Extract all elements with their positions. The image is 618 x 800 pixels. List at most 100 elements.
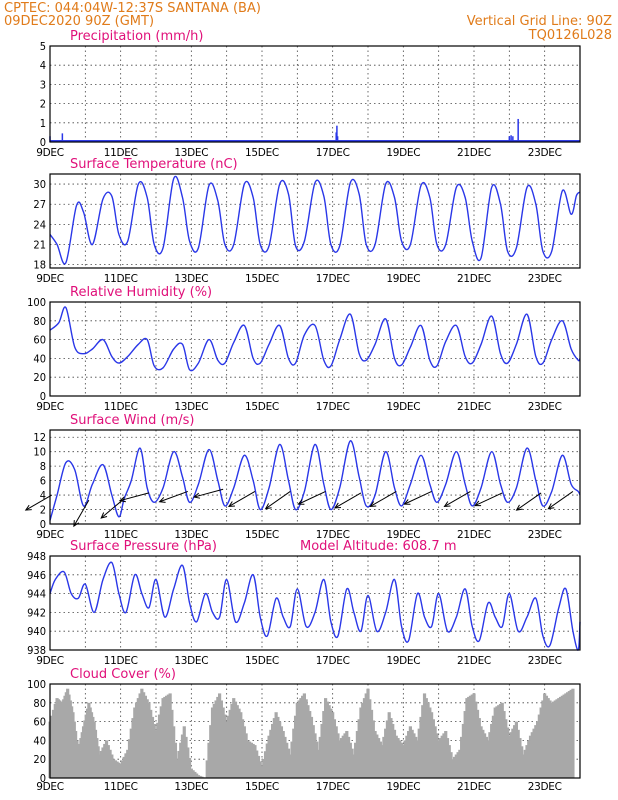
bar-mark [350, 748, 354, 778]
bar-mark [325, 701, 329, 778]
bar-mark [248, 741, 252, 778]
y-tick-label: 4 [40, 489, 46, 502]
x-tick-label: 11DEC [104, 147, 138, 159]
bar-mark [147, 702, 151, 778]
bar-mark [475, 709, 480, 778]
surface-temperature-panel: 18 21 24 27 30 9DEC 11DEC 13DEC 15DEC 17DEC 19DEC 2… [33, 157, 581, 285]
bar-mark [265, 743, 269, 778]
wind-arrow [118, 492, 150, 503]
bar-mark [299, 698, 303, 778]
bar-mark [417, 728, 421, 778]
bar-mark [205, 760, 209, 778]
x-tick-label: 9DEC [36, 401, 64, 413]
bar-mark [104, 740, 109, 778]
wind-arrow-shaft [265, 491, 291, 510]
y-tick-label: 18 [33, 259, 46, 272]
y-tick-label: 940 [27, 625, 46, 638]
bar-mark [362, 698, 367, 778]
bar-mark [415, 740, 420, 778]
bar-mark [207, 742, 211, 778]
bar-mark [550, 702, 554, 778]
y-tick-label: 0 [40, 136, 46, 149]
bar-mark [562, 694, 566, 778]
bar-mark [504, 719, 508, 778]
bar-mark [103, 743, 107, 778]
bar-mark [278, 721, 282, 778]
x-tick-label: 11DEC [104, 529, 138, 541]
bar-mark [341, 735, 345, 778]
x-tick-label: 9DEC [36, 273, 64, 285]
bar-mark [366, 688, 370, 778]
bar-mark [138, 693, 142, 778]
bar-mark [106, 745, 110, 778]
y-tick-label: 27 [33, 198, 46, 211]
bar-mark [548, 700, 552, 778]
bar-mark [200, 776, 204, 778]
bar-mark [422, 693, 427, 778]
x-tick-label: 19DEC [386, 273, 420, 285]
y-tick-label: 21 [33, 239, 46, 252]
bar-mark [195, 773, 199, 778]
bar-mark [527, 740, 531, 778]
x-tick-label: 13DEC [174, 529, 208, 541]
bar-mark [295, 702, 299, 778]
bar-mark [566, 692, 570, 778]
bar-mark [557, 698, 561, 778]
bar-mark [536, 721, 540, 778]
bar-mark [309, 716, 314, 778]
bar-mark [301, 695, 305, 778]
bar-mark [297, 700, 301, 778]
bar-mark [345, 731, 349, 778]
bar-mark [256, 755, 261, 778]
x-tick-label: 17DEC [316, 529, 350, 541]
header-run-date: 09DEC2020 90Z (GMT) [4, 14, 154, 29]
bar-mark [403, 740, 407, 778]
y-tick-label: 0 [40, 518, 46, 531]
wind-arrow [227, 491, 256, 508]
wind-arrow-head [333, 502, 341, 509]
bar-mark [165, 695, 169, 778]
bar-mark [64, 692, 68, 778]
bar-mark [343, 733, 347, 778]
bar-mark [458, 749, 462, 778]
bar-mark [329, 708, 333, 778]
bar-mark [242, 726, 246, 778]
bar-mark [308, 711, 312, 778]
bar-mark [258, 761, 262, 778]
panel-title: Precipitation (mm/h) [70, 29, 203, 44]
bar-mark [442, 733, 446, 778]
wind-arrow [369, 491, 397, 508]
bar-mark [322, 711, 326, 778]
wind-arrow [443, 491, 471, 508]
x-tick-label: 23DEC [528, 529, 562, 541]
bar-mark [143, 695, 147, 778]
bar-mark [481, 729, 485, 778]
bar-mark [286, 748, 291, 778]
bar-mark [364, 693, 368, 778]
bar-mark [96, 746, 100, 778]
wind-arrow-head [547, 503, 555, 510]
panel-title: Relative Humidity (%) [70, 285, 212, 300]
bar-mark [136, 698, 140, 778]
bar-mark [193, 771, 197, 778]
y-tick-label: 0 [40, 772, 46, 785]
bar-mark [498, 703, 503, 778]
bar-mark [232, 698, 236, 778]
x-tick-label: 19DEC [386, 401, 420, 413]
bar-mark [491, 715, 496, 778]
wind-arrow-shaft [25, 494, 53, 511]
y-tick-label: 3 [40, 78, 46, 91]
bar-mark [424, 698, 428, 778]
bar-mark [173, 742, 178, 778]
bar-mark [115, 761, 119, 778]
bar-mark [336, 125, 338, 142]
wind-arrow-head [443, 501, 451, 508]
y-tick-label: 1 [40, 117, 46, 130]
bar-mark [131, 718, 135, 778]
bar-mark [152, 723, 156, 778]
bar-mark [431, 719, 435, 778]
bar-mark [119, 763, 123, 778]
x-tick-label: 23DEC [528, 401, 562, 413]
bar-mark [331, 712, 335, 778]
bar-mark [516, 729, 520, 778]
